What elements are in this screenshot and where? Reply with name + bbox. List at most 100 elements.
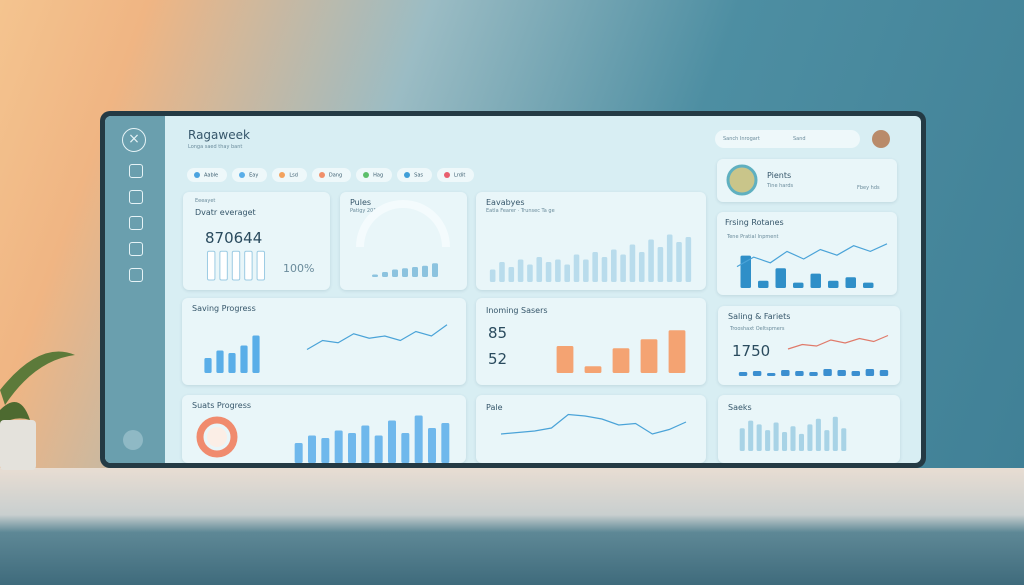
bar	[824, 430, 830, 451]
close-button[interactable]: ×	[122, 128, 146, 152]
panel: Saeks	[718, 395, 900, 463]
bar	[206, 250, 216, 281]
bar	[601, 257, 608, 282]
bar	[382, 272, 388, 277]
app-title: Ragaweek	[188, 128, 250, 142]
bar	[414, 415, 423, 463]
bar	[638, 252, 645, 282]
bar	[372, 274, 378, 277]
bar	[748, 420, 754, 451]
desk	[0, 468, 1024, 585]
bar	[810, 273, 821, 288]
panel-title: Pale	[486, 403, 503, 412]
app-subtitle: Longa saed thay bant	[188, 144, 243, 150]
nav-icon[interactable]	[129, 216, 143, 230]
bar	[782, 432, 788, 451]
bar	[756, 424, 762, 451]
bar	[361, 425, 370, 463]
panel-title: Dvatr everaget	[195, 208, 256, 217]
bar	[845, 277, 856, 288]
line	[306, 324, 448, 351]
bar	[795, 371, 804, 376]
filter-chip[interactable]: Lrdit	[437, 167, 475, 182]
filter-label: Eay	[249, 172, 259, 178]
panel: Eavabyes Eatla Fearer · Trunsec Ta ge	[476, 192, 706, 290]
bar	[556, 346, 574, 373]
panel-chart	[736, 243, 888, 288]
panel-title: Saling & Fariets	[728, 312, 791, 321]
bar	[611, 249, 617, 282]
panel-chart	[204, 324, 448, 373]
bar	[499, 262, 505, 282]
panel: Pients Tine hards Fbey hds	[717, 159, 897, 202]
nav-icon[interactable]	[129, 268, 143, 282]
avatar[interactable]	[872, 130, 890, 148]
donut	[196, 416, 238, 458]
bar	[527, 264, 533, 282]
bar	[555, 259, 561, 282]
filter-label: Hag	[373, 172, 384, 178]
bar	[640, 339, 658, 373]
panel-chart	[196, 415, 450, 463]
donut-center	[207, 427, 227, 447]
filter-label: Lsd	[289, 172, 298, 178]
bar	[668, 330, 686, 373]
gauge	[356, 200, 450, 248]
filter-chip[interactable]: Eay	[232, 167, 268, 182]
filter-chip[interactable]: Aable	[187, 167, 228, 182]
nav-icon[interactable]	[129, 164, 143, 178]
panel-stat2: 52	[488, 350, 508, 368]
panel: Suats Progress	[182, 395, 466, 463]
panel-title: Suats Progress	[192, 401, 252, 410]
dashboard: × Ragaweek Longa saed thay bant Aable Eay…	[105, 116, 921, 463]
panel-subtitle: Tene Pratial Inpment	[727, 234, 779, 240]
bar	[773, 422, 779, 451]
bar	[823, 369, 832, 376]
bar	[863, 282, 874, 288]
bar	[422, 265, 428, 277]
bar	[216, 350, 224, 373]
bar	[402, 268, 408, 277]
nav-icon[interactable]	[129, 190, 143, 204]
bar	[793, 282, 804, 288]
search-box[interactable]: Sanch Inrogart Sand	[715, 130, 860, 148]
bar	[584, 366, 602, 373]
bar	[657, 247, 664, 282]
nav-icon[interactable]	[129, 242, 143, 256]
filter-chip[interactable]: Lsd	[272, 167, 307, 182]
bar	[676, 242, 682, 282]
panel: Inoming Sasers 85 52	[476, 298, 706, 385]
filter-chip[interactable]: Dang	[311, 167, 352, 182]
bar	[564, 264, 570, 282]
filter-chip[interactable]: Hag	[356, 167, 393, 182]
bar	[401, 433, 410, 463]
bar	[334, 430, 343, 463]
search-text: Sand	[793, 136, 806, 142]
panel-subtitle: Eatla Fearer · Trunsec Ta ge	[486, 208, 555, 214]
panel-chart	[739, 416, 847, 451]
panel-subtitle: Tine hards	[767, 183, 794, 189]
panel-subtitle: Trooshaxt Oeltspmers	[730, 326, 785, 332]
panel-label: Eeeayet	[195, 198, 216, 204]
bar	[536, 257, 543, 282]
bar	[374, 435, 383, 463]
user-icon[interactable]	[123, 430, 143, 450]
panel-title: Pules	[350, 198, 372, 207]
bar	[308, 435, 316, 463]
panel-title: Pients	[767, 171, 792, 180]
panel: Eeeayet Dvatr everaget 870644 100%	[183, 192, 330, 290]
panel-value: 1750	[732, 342, 771, 360]
bar	[240, 345, 248, 373]
filter-chip[interactable]: Sas	[397, 167, 432, 182]
bar	[348, 433, 356, 463]
panel-percent: 100%	[283, 262, 315, 275]
bar	[752, 371, 762, 376]
bar	[441, 423, 450, 463]
plant	[0, 351, 75, 470]
bar	[648, 239, 654, 282]
panel-chart	[726, 164, 758, 196]
panel: Frsing Rotanes Tene Pratial Inpment	[717, 212, 897, 295]
bar	[321, 438, 330, 463]
panel-chart	[500, 413, 687, 435]
